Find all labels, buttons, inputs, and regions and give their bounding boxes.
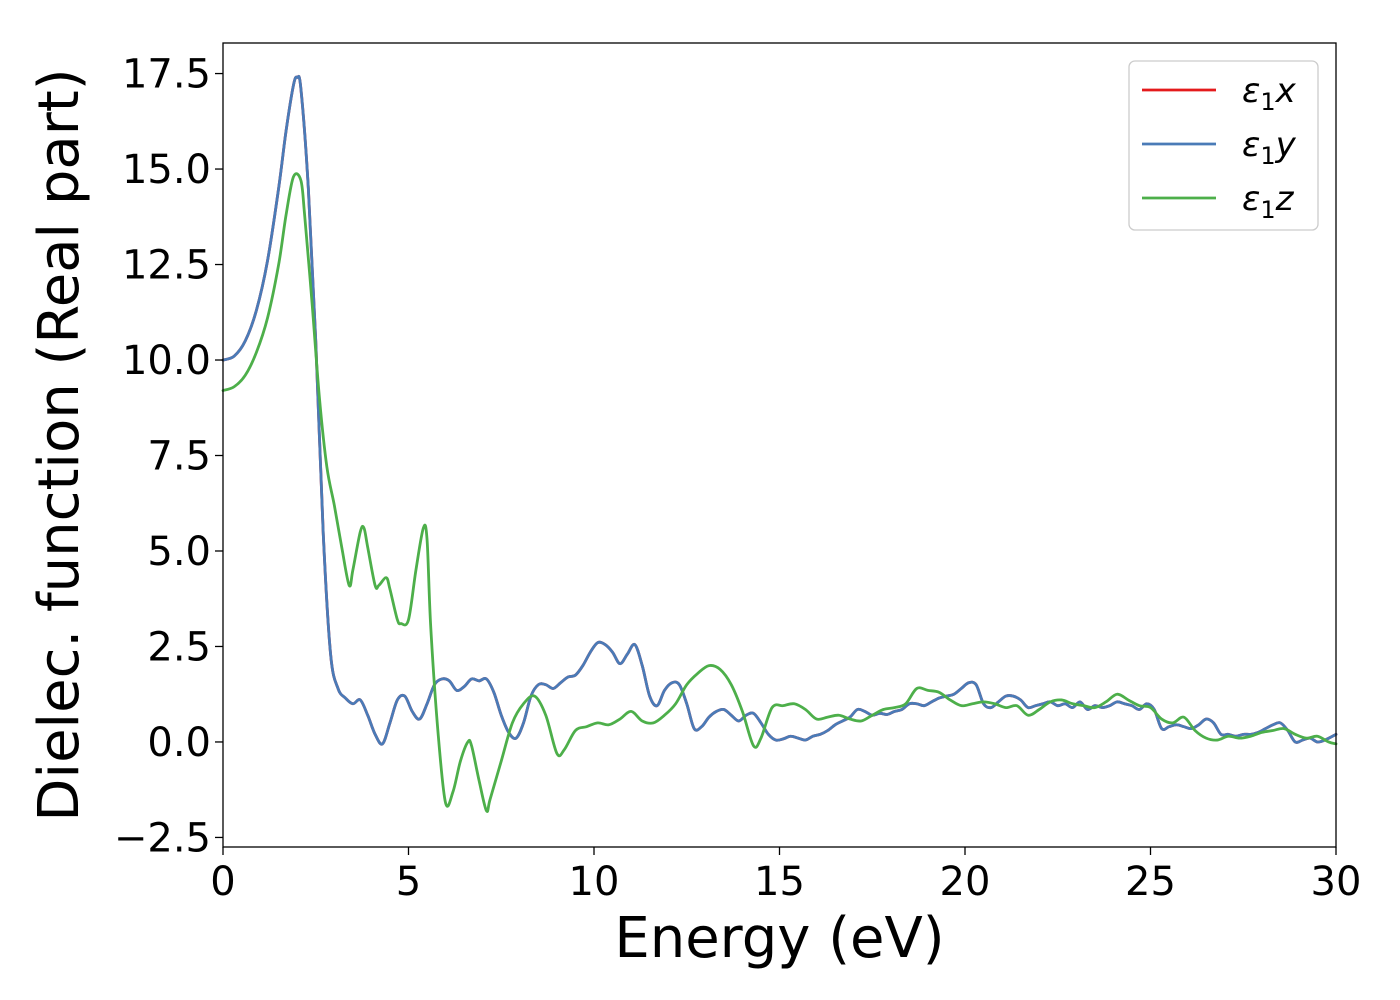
legend-label-2: ε1z (1242, 179, 1295, 224)
y-tick-label: 0.0 (147, 720, 211, 766)
legend-label-1: ε1y (1242, 125, 1297, 170)
x-tick-label: 0 (210, 859, 235, 905)
legend-label-0: ε1x (1242, 71, 1297, 116)
x-tick-label: 10 (569, 859, 620, 905)
legend-subscript: 1 (1260, 88, 1275, 116)
y-axis: −2.5 0.0 2.5 5.0 7.5 10.0 12.5 15.0 17.5 (114, 52, 223, 861)
x-tick-label: 15 (754, 859, 805, 905)
series-layer (221, 75, 1338, 813)
y-tick-label: 15.0 (122, 147, 211, 193)
series-line-2 (221, 172, 1338, 813)
x-tick-label: 20 (940, 859, 991, 905)
legend-subscript: 1 (1260, 142, 1275, 170)
y-tick-label: −2.5 (114, 815, 211, 861)
y-axis-label: Dielec. function (Real part) (27, 68, 92, 821)
x-axis-label: Energy (eV) (614, 906, 944, 971)
y-tick-label: 5.0 (147, 529, 211, 575)
legend-symbol: ε (1242, 125, 1260, 165)
x-tick-label: 30 (1311, 859, 1362, 905)
y-tick-label: 17.5 (122, 52, 211, 98)
legend-component: z (1275, 179, 1295, 219)
legend-symbol: ε (1242, 179, 1260, 219)
series-line-1 (221, 75, 1338, 746)
legend-box (1128, 60, 1319, 231)
legend-component: y (1275, 125, 1297, 165)
legend-component: x (1275, 71, 1297, 111)
x-axis: 0 5 10 15 20 25 30 (210, 847, 1361, 905)
y-tick-label: 10.0 (122, 338, 211, 384)
legend-symbol: ε (1242, 71, 1260, 111)
x-tick-label: 25 (1125, 859, 1176, 905)
y-tick-label: 7.5 (147, 434, 211, 480)
x-tick-label: 5 (396, 859, 421, 905)
y-tick-label: 2.5 (147, 624, 211, 670)
legend-subscript: 1 (1260, 196, 1275, 224)
y-tick-label: 12.5 (122, 243, 211, 289)
